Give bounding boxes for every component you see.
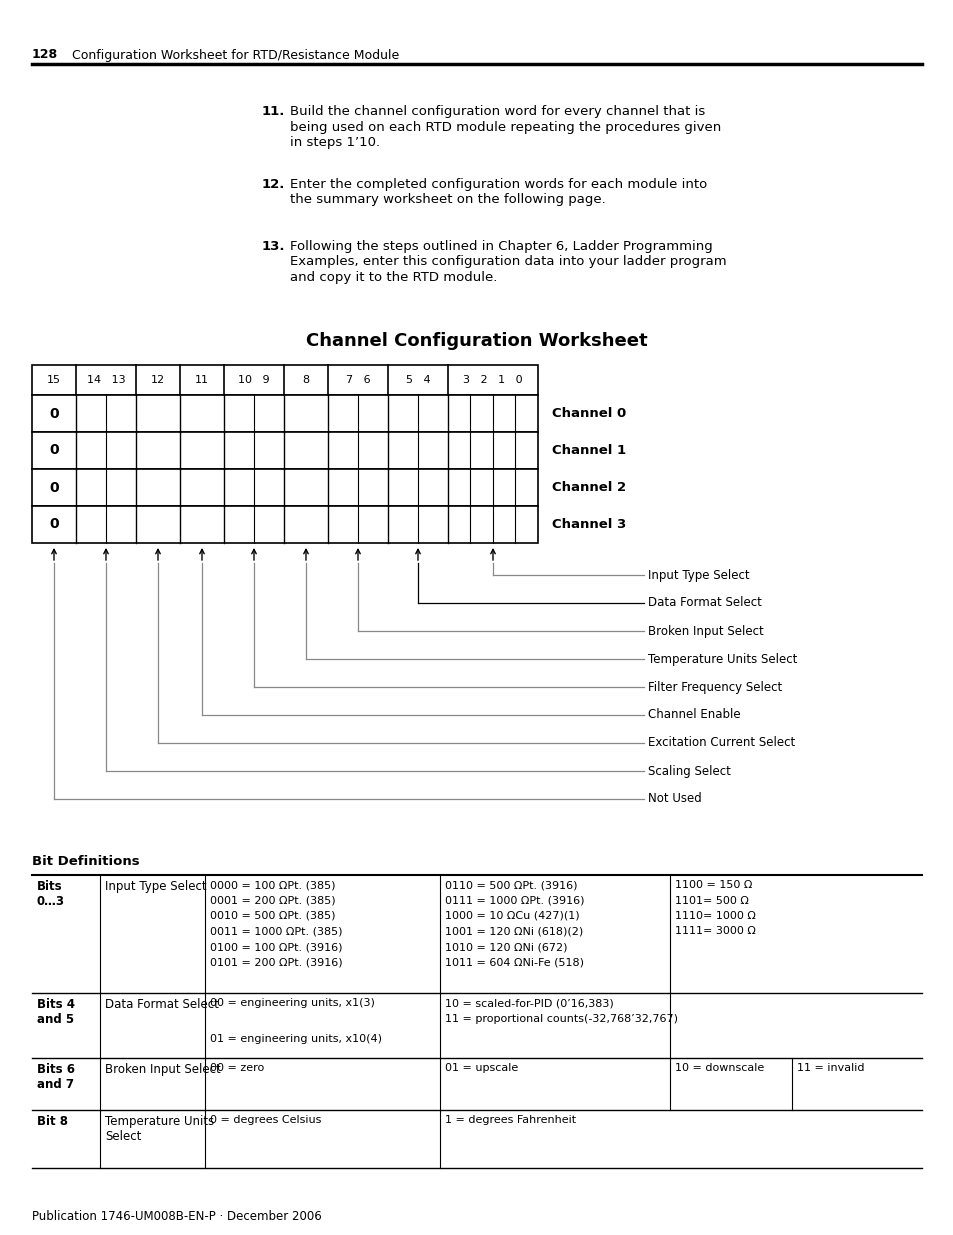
Text: 1 = degrees Fahrenheit: 1 = degrees Fahrenheit: [444, 1115, 576, 1125]
Text: Bit Definitions: Bit Definitions: [32, 855, 139, 868]
Text: 0: 0: [50, 443, 59, 457]
Text: the summary worksheet on the following page.: the summary worksheet on the following p…: [290, 194, 605, 206]
Text: 1001 = 120 ΩNi (618)(2): 1001 = 120 ΩNi (618)(2): [444, 926, 582, 936]
Text: 0: 0: [50, 406, 59, 420]
Text: 0100 = 100 ΩPt. (3916): 0100 = 100 ΩPt. (3916): [210, 942, 342, 952]
Text: Filter Frequency Select: Filter Frequency Select: [647, 680, 781, 694]
Text: 11 = invalid: 11 = invalid: [796, 1063, 863, 1073]
Text: Channel Configuration Worksheet: Channel Configuration Worksheet: [306, 332, 647, 350]
Text: Data Format Select: Data Format Select: [105, 998, 218, 1011]
Text: Scaling Select: Scaling Select: [647, 764, 730, 778]
Text: Channel Enable: Channel Enable: [647, 709, 740, 721]
Text: 0 = degrees Celsius: 0 = degrees Celsius: [210, 1115, 321, 1125]
Text: 12.: 12.: [262, 178, 285, 191]
Text: being used on each RTD module repeating the procedures given: being used on each RTD module repeating …: [290, 121, 720, 133]
Text: 8: 8: [302, 375, 309, 385]
Text: 1101= 500 Ω: 1101= 500 Ω: [675, 895, 748, 905]
Text: in steps 1’10.: in steps 1’10.: [290, 136, 379, 149]
Text: 00 = zero: 00 = zero: [210, 1063, 264, 1073]
Text: 1000 = 10 ΩCu (427)(1): 1000 = 10 ΩCu (427)(1): [444, 911, 579, 921]
Text: 15: 15: [47, 375, 61, 385]
Bar: [32, 506, 537, 543]
Text: 0101 = 200 ΩPt. (3916): 0101 = 200 ΩPt. (3916): [210, 957, 342, 967]
Text: 1111= 3000 Ω: 1111= 3000 Ω: [675, 926, 755, 936]
Text: Broken Input Select: Broken Input Select: [105, 1063, 220, 1076]
Text: 5   4: 5 4: [405, 375, 430, 385]
Text: 0010 = 500 ΩPt. (385): 0010 = 500 ΩPt. (385): [210, 911, 335, 921]
Text: Bit 8: Bit 8: [37, 1115, 68, 1128]
Text: 13.: 13.: [262, 240, 285, 253]
Text: 0: 0: [50, 517, 59, 531]
Text: 0011 = 1000 ΩPt. (385): 0011 = 1000 ΩPt. (385): [210, 926, 342, 936]
Text: Broken Input Select: Broken Input Select: [647, 625, 763, 637]
Text: Channel 2: Channel 2: [552, 480, 625, 494]
Text: 0111 = 1000 ΩPt. (3916): 0111 = 1000 ΩPt. (3916): [444, 895, 584, 905]
Text: 1100 = 150 Ω: 1100 = 150 Ω: [675, 881, 752, 890]
Bar: [32, 366, 537, 395]
Text: 00 = engineering units, x1(3): 00 = engineering units, x1(3): [210, 998, 375, 1008]
Text: 0000 = 100 ΩPt. (385): 0000 = 100 ΩPt. (385): [210, 881, 335, 890]
Text: 10 = downscale: 10 = downscale: [675, 1063, 763, 1073]
Text: Temperature Units Select: Temperature Units Select: [647, 652, 797, 666]
Text: Channel 0: Channel 0: [552, 408, 625, 420]
Text: Temperature Units
Select: Temperature Units Select: [105, 1115, 214, 1144]
Text: 0110 = 500 ΩPt. (3916): 0110 = 500 ΩPt. (3916): [444, 881, 577, 890]
Text: Not Used: Not Used: [647, 793, 701, 805]
Text: Publication 1746-UM008B-EN-P · December 2006: Publication 1746-UM008B-EN-P · December …: [32, 1210, 321, 1223]
Bar: [32, 432, 537, 469]
Text: 128: 128: [32, 48, 58, 62]
Text: 3   2   1   0: 3 2 1 0: [463, 375, 522, 385]
Text: 11 = proportional counts(-32,768’32,767): 11 = proportional counts(-32,768’32,767): [444, 1014, 678, 1024]
Text: 1011 = 604 ΩNi-Fe (518): 1011 = 604 ΩNi-Fe (518): [444, 957, 583, 967]
Text: 11: 11: [194, 375, 209, 385]
Text: 1010 = 120 ΩNi (672): 1010 = 120 ΩNi (672): [444, 942, 567, 952]
Text: Input Type Select: Input Type Select: [647, 568, 749, 582]
Text: Channel 3: Channel 3: [552, 517, 625, 531]
Text: 10   9: 10 9: [238, 375, 270, 385]
Text: Enter the completed configuration words for each module into: Enter the completed configuration words …: [290, 178, 706, 191]
Text: Configuration Worksheet for RTD/Resistance Module: Configuration Worksheet for RTD/Resistan…: [71, 48, 399, 62]
Text: Excitation Current Select: Excitation Current Select: [647, 736, 795, 750]
Text: 10 = scaled-for-PID (0’16,383): 10 = scaled-for-PID (0’16,383): [444, 998, 613, 1008]
Text: 11.: 11.: [262, 105, 285, 119]
Text: Examples, enter this configuration data into your ladder program: Examples, enter this configuration data …: [290, 256, 726, 268]
Text: 01 = engineering units, x10(4): 01 = engineering units, x10(4): [210, 1034, 381, 1044]
Text: Channel 1: Channel 1: [552, 445, 625, 457]
Text: 14   13: 14 13: [87, 375, 125, 385]
Text: Following the steps outlined in Chapter 6, Ladder Programming: Following the steps outlined in Chapter …: [290, 240, 712, 253]
Text: Data Format Select: Data Format Select: [647, 597, 761, 610]
Text: 12: 12: [151, 375, 165, 385]
Text: Bits
0…3: Bits 0…3: [37, 881, 65, 908]
Text: 0: 0: [50, 480, 59, 494]
Text: Bits 6
and 7: Bits 6 and 7: [37, 1063, 75, 1091]
Text: 01 = upscale: 01 = upscale: [444, 1063, 517, 1073]
Bar: [32, 395, 537, 432]
Text: Input Type Select: Input Type Select: [105, 881, 207, 893]
Text: 0001 = 200 ΩPt. (385): 0001 = 200 ΩPt. (385): [210, 895, 335, 905]
Text: 7   6: 7 6: [345, 375, 370, 385]
Bar: [32, 469, 537, 506]
Text: 1110= 1000 Ω: 1110= 1000 Ω: [675, 911, 755, 921]
Text: Bits 4
and 5: Bits 4 and 5: [37, 998, 75, 1026]
Text: and copy it to the RTD module.: and copy it to the RTD module.: [290, 270, 497, 284]
Text: Build the channel configuration word for every channel that is: Build the channel configuration word for…: [290, 105, 704, 119]
